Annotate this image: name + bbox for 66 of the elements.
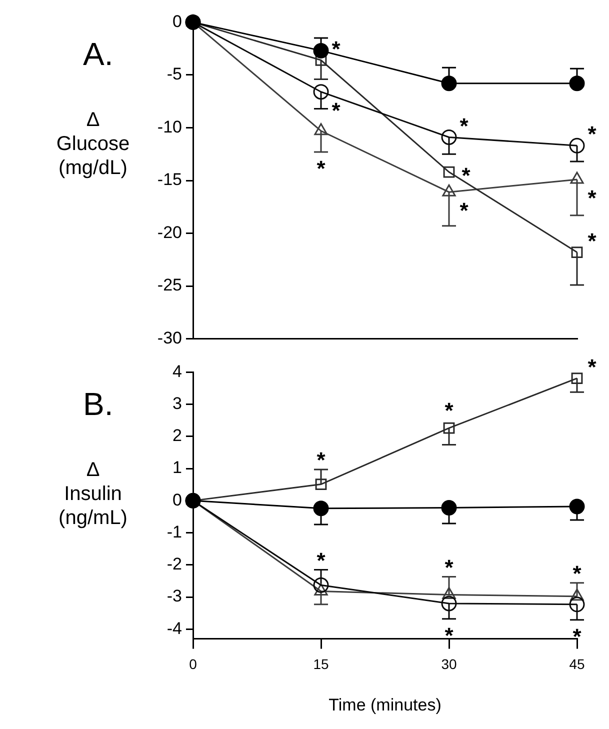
chart-title: A. [83, 36, 114, 73]
annotation: * [588, 354, 597, 380]
point [313, 42, 329, 58]
y-tick-label: 1 [172, 458, 182, 478]
point [315, 54, 327, 66]
point [569, 138, 585, 154]
point [571, 246, 583, 258]
y-tick-label: 3 [172, 394, 182, 414]
y-tick-label: -20 [157, 222, 182, 242]
annotation: * [444, 622, 454, 648]
y-tick-label: -15 [157, 170, 182, 190]
point [313, 500, 329, 516]
x-tick-label: 30 [441, 656, 457, 672]
point [569, 596, 585, 612]
annotation: * [444, 398, 454, 424]
point [570, 588, 584, 601]
annotation: * [316, 156, 326, 182]
y-tick-label: -5 [166, 64, 182, 84]
x-tick-label: 0 [189, 656, 198, 672]
y-tick-label: -3 [166, 586, 182, 606]
annotation: * [444, 554, 454, 580]
chart-title: B. [83, 386, 114, 423]
point [441, 596, 457, 612]
annotation: * [316, 548, 326, 573]
annotation: * [572, 560, 582, 586]
annotation: * [462, 163, 471, 188]
point [441, 500, 457, 516]
y-axis-title: Δ Insulin (ng/mL) [58, 458, 128, 530]
x-tick-label: 15 [313, 656, 329, 672]
annotation: * [588, 228, 597, 254]
annotation: * [572, 624, 582, 649]
annotation: * [332, 98, 341, 123]
point [314, 584, 328, 596]
point [442, 184, 456, 196]
y-tick-label: -30 [157, 328, 182, 348]
annotation: * [460, 198, 469, 224]
annotation: * [588, 122, 597, 147]
point [571, 372, 583, 384]
annotation: * [332, 36, 341, 62]
point [570, 172, 584, 184]
point [443, 166, 455, 178]
y-tick-label: -2 [166, 554, 182, 574]
annotation: * [460, 113, 469, 138]
point [442, 587, 456, 600]
y-tick-label: -10 [157, 117, 182, 136]
x-axis-title: Time (minutes) [328, 695, 442, 714]
y-axis-title: Δ Glucose (mg/dL) [55, 108, 131, 180]
annotation: * [316, 448, 326, 473]
annotation: * [588, 186, 597, 211]
y-tick-label: 4 [172, 362, 182, 381]
y-tick-label: -25 [157, 276, 182, 295]
point [313, 577, 329, 593]
point [443, 422, 455, 434]
point [315, 478, 327, 490]
point [569, 498, 585, 514]
y-tick-label: 0 [172, 12, 182, 31]
point [314, 123, 328, 136]
y-tick-label: -4 [166, 618, 182, 638]
point [441, 76, 457, 92]
x-tick-label: 45 [569, 656, 585, 672]
point [441, 129, 457, 145]
point [569, 76, 585, 92]
y-tick-label: 2 [172, 426, 182, 446]
y-tick-label: -1 [166, 522, 182, 542]
point [313, 84, 329, 100]
y-tick-label: 0 [172, 490, 182, 510]
